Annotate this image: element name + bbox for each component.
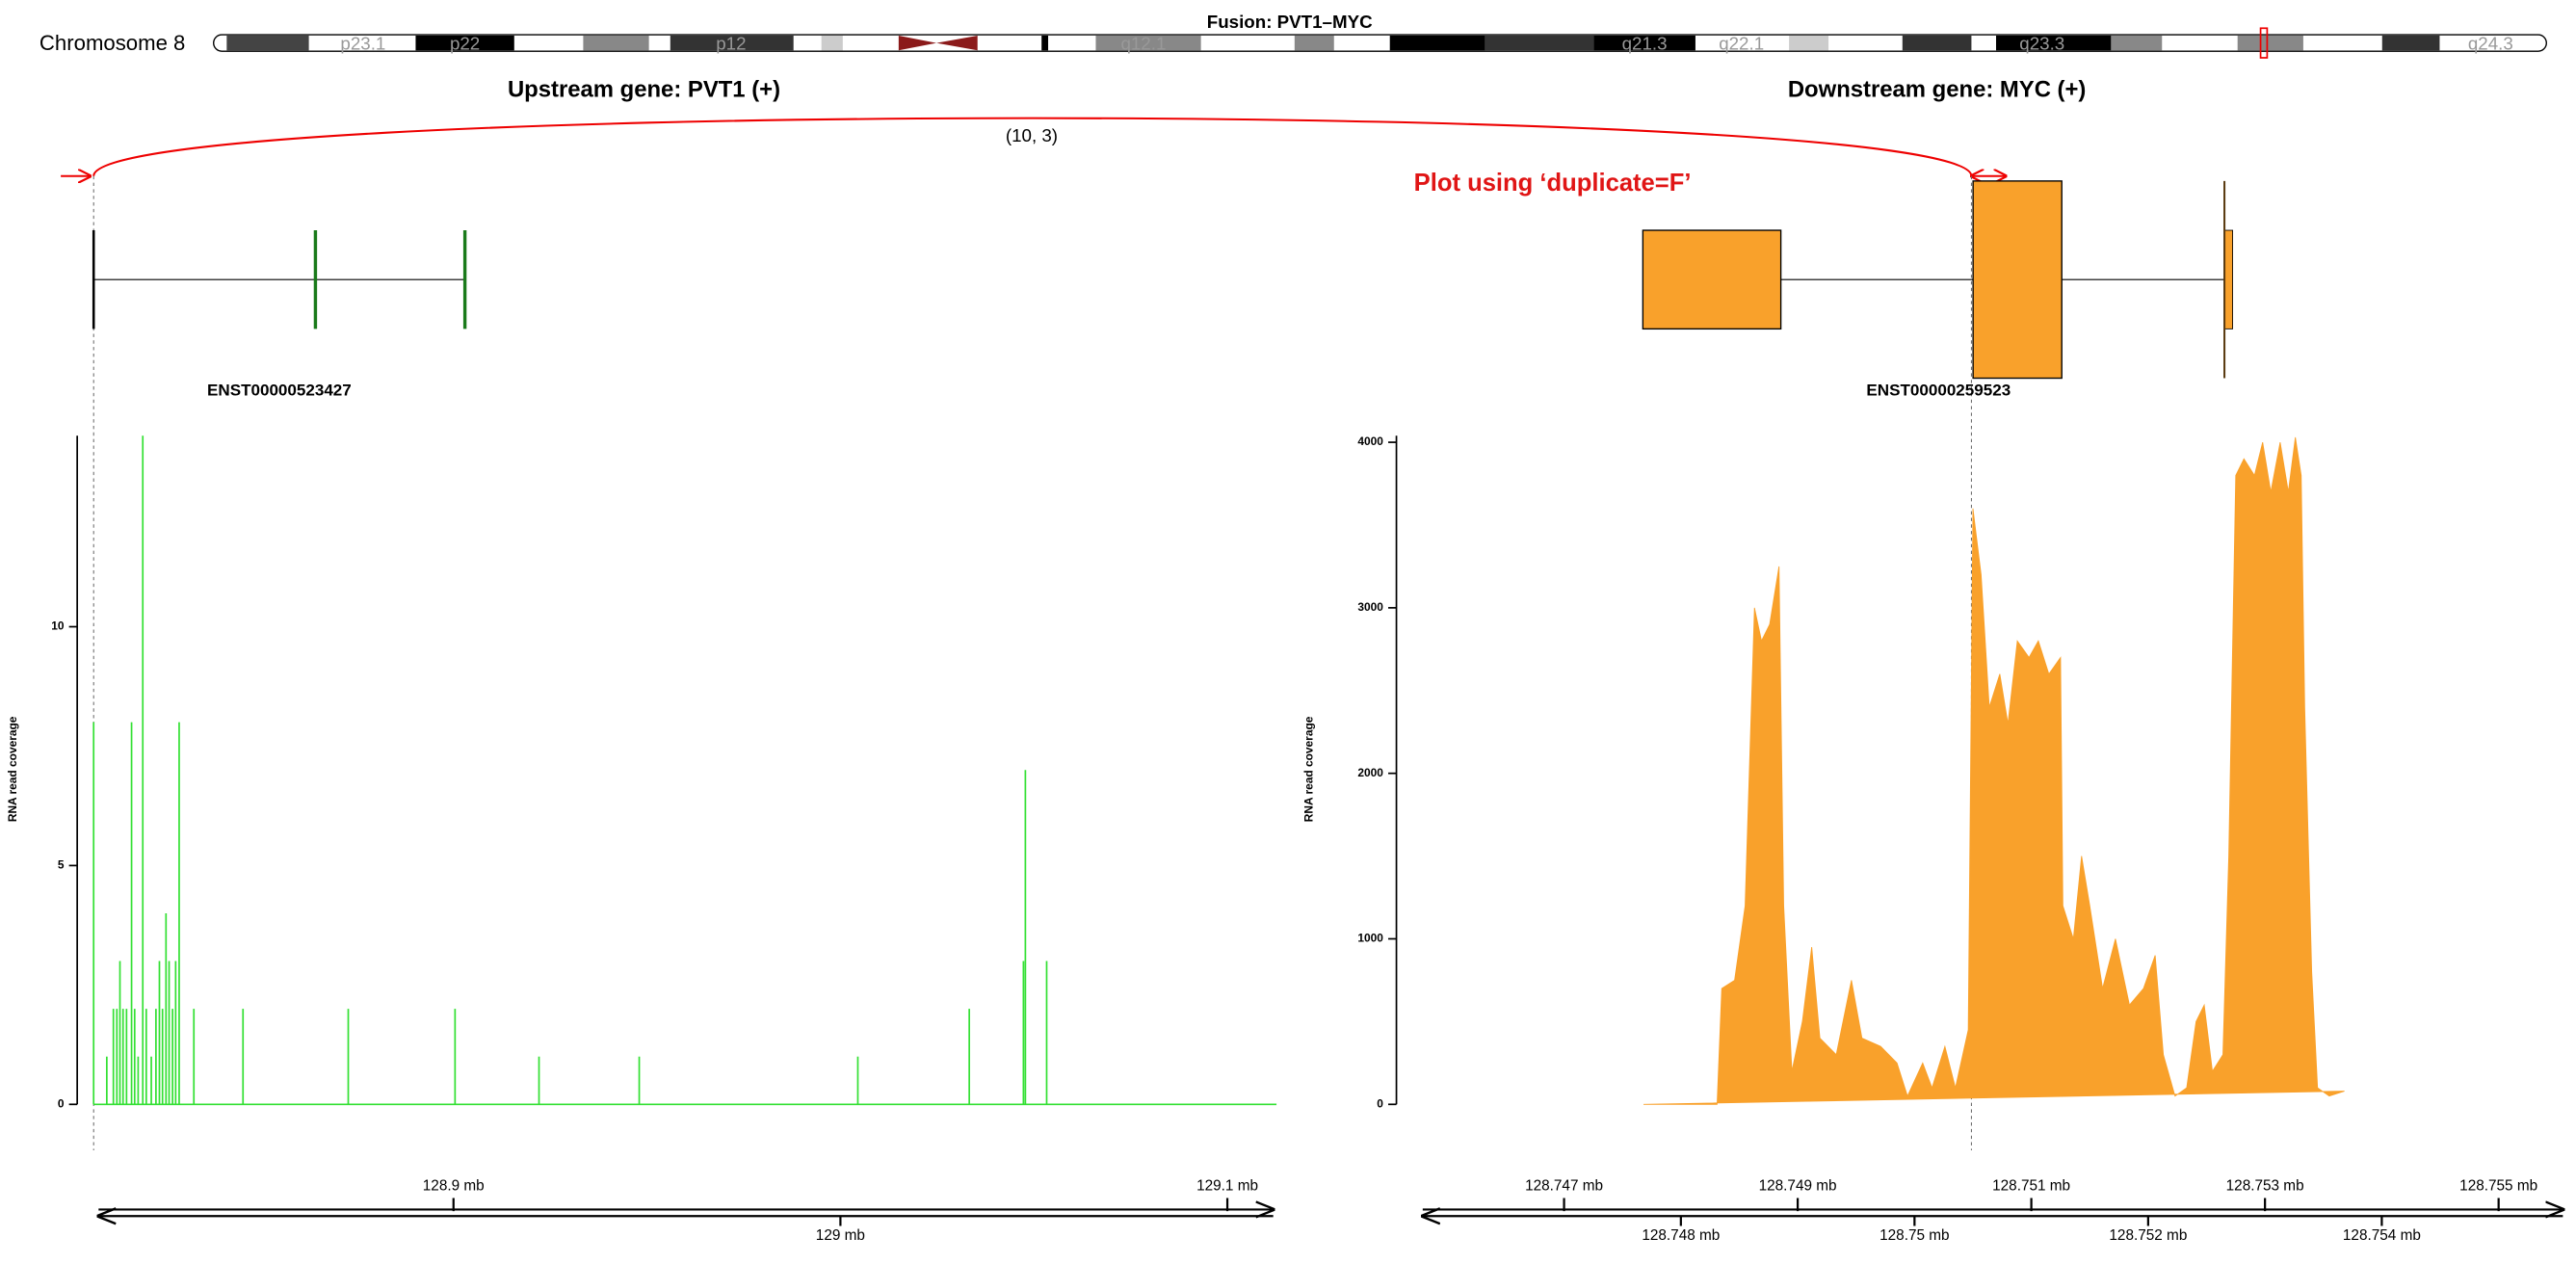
transcript-name: ENST00000523427: [207, 382, 352, 400]
band: [1485, 35, 1594, 51]
y-tick-label: 10: [51, 619, 65, 633]
band-label: q21.3: [1622, 33, 1668, 53]
band: [670, 35, 794, 51]
x-tick-label: 128.754 mb: [2343, 1227, 2421, 1244]
fusion-title: Fusion: PVT1–MYC: [1207, 12, 1373, 32]
band: [1389, 35, 1485, 51]
fusion-arc: [92, 117, 1973, 177]
band: [1996, 35, 2112, 51]
band-label: p12: [716, 33, 746, 53]
downstream-label: Downstream gene: MYC (+): [1788, 76, 2087, 102]
ideogram: p23.1 p22 p12 q12.1 q21.3 q22.1 q23.3 q24.3: [213, 27, 2547, 59]
band: [1041, 35, 1049, 51]
band-label: q12.1: [1120, 33, 1166, 53]
y-tick-label: 1000: [1357, 932, 1383, 945]
y-tick-label: 0: [1377, 1096, 1383, 1110]
transcript-downstream: [1642, 180, 2234, 380]
x-tick-label: 128.9 mb: [423, 1178, 485, 1195]
y-tick-label: 2000: [1357, 766, 1383, 779]
breakpoint-box: [2259, 27, 2269, 59]
band: [415, 35, 514, 51]
x-tick-label: 128.753 mb: [2226, 1178, 2304, 1195]
band: [821, 35, 843, 51]
x-tick-label: 128.755 mb: [2459, 1178, 2537, 1195]
y-axis-label: RNA read coverage: [6, 716, 19, 822]
band-label: p23.1: [340, 33, 385, 53]
y-tick-label: 3000: [1357, 600, 1383, 614]
band: [1593, 35, 1695, 51]
chromosome-label: Chromosome 8: [39, 31, 185, 55]
band-label: q22.1: [1719, 33, 1764, 53]
band-label: q24.3: [2468, 33, 2513, 53]
x-tick-label: 129.1 mb: [1196, 1178, 1258, 1195]
x-tick-label: 128.752 mb: [2109, 1227, 2187, 1244]
band: [1095, 35, 1201, 51]
band: [2111, 35, 2163, 51]
x-tick-label: 128.748 mb: [1642, 1227, 1720, 1244]
y-tick-label: 0: [58, 1096, 65, 1110]
x-tick-label: 128.749 mb: [1759, 1178, 1837, 1195]
x-tick-label: 128.747 mb: [1525, 1178, 1603, 1195]
y-tick-label: 4000: [1357, 434, 1383, 448]
x-tick-label: 129 mb: [816, 1227, 865, 1244]
exon: [1642, 229, 1782, 330]
band: [1294, 35, 1334, 51]
y-tick-label: 5: [58, 858, 65, 872]
band: [2237, 35, 2303, 51]
chromosome-outline: [213, 34, 2547, 52]
exon: [2223, 229, 2234, 329]
transcript-upstream: [92, 230, 467, 329]
x-tick-label: 128.751 mb: [1992, 1178, 2070, 1195]
band: [1789, 35, 1829, 51]
band: [583, 35, 649, 51]
band-label: q23.3: [2019, 33, 2064, 53]
upstream-label: Upstream gene: PVT1 (+): [508, 76, 780, 102]
band: [2381, 35, 2440, 51]
band: [226, 35, 309, 51]
coverage-area: [1643, 436, 2345, 1105]
band-label: p22: [450, 33, 480, 53]
exon: [1972, 180, 2063, 380]
centromere: [898, 35, 978, 51]
x-tick-label: 128.75 mb: [1879, 1227, 1949, 1244]
y-axis-label: RNA read coverage: [1301, 716, 1315, 822]
transcript-name: ENST00000259523: [1866, 382, 2011, 400]
arc-label: (10, 3): [1006, 125, 1058, 145]
band: [1902, 35, 1972, 51]
annotation: Plot using ‘duplicate=F’: [1414, 170, 1692, 197]
